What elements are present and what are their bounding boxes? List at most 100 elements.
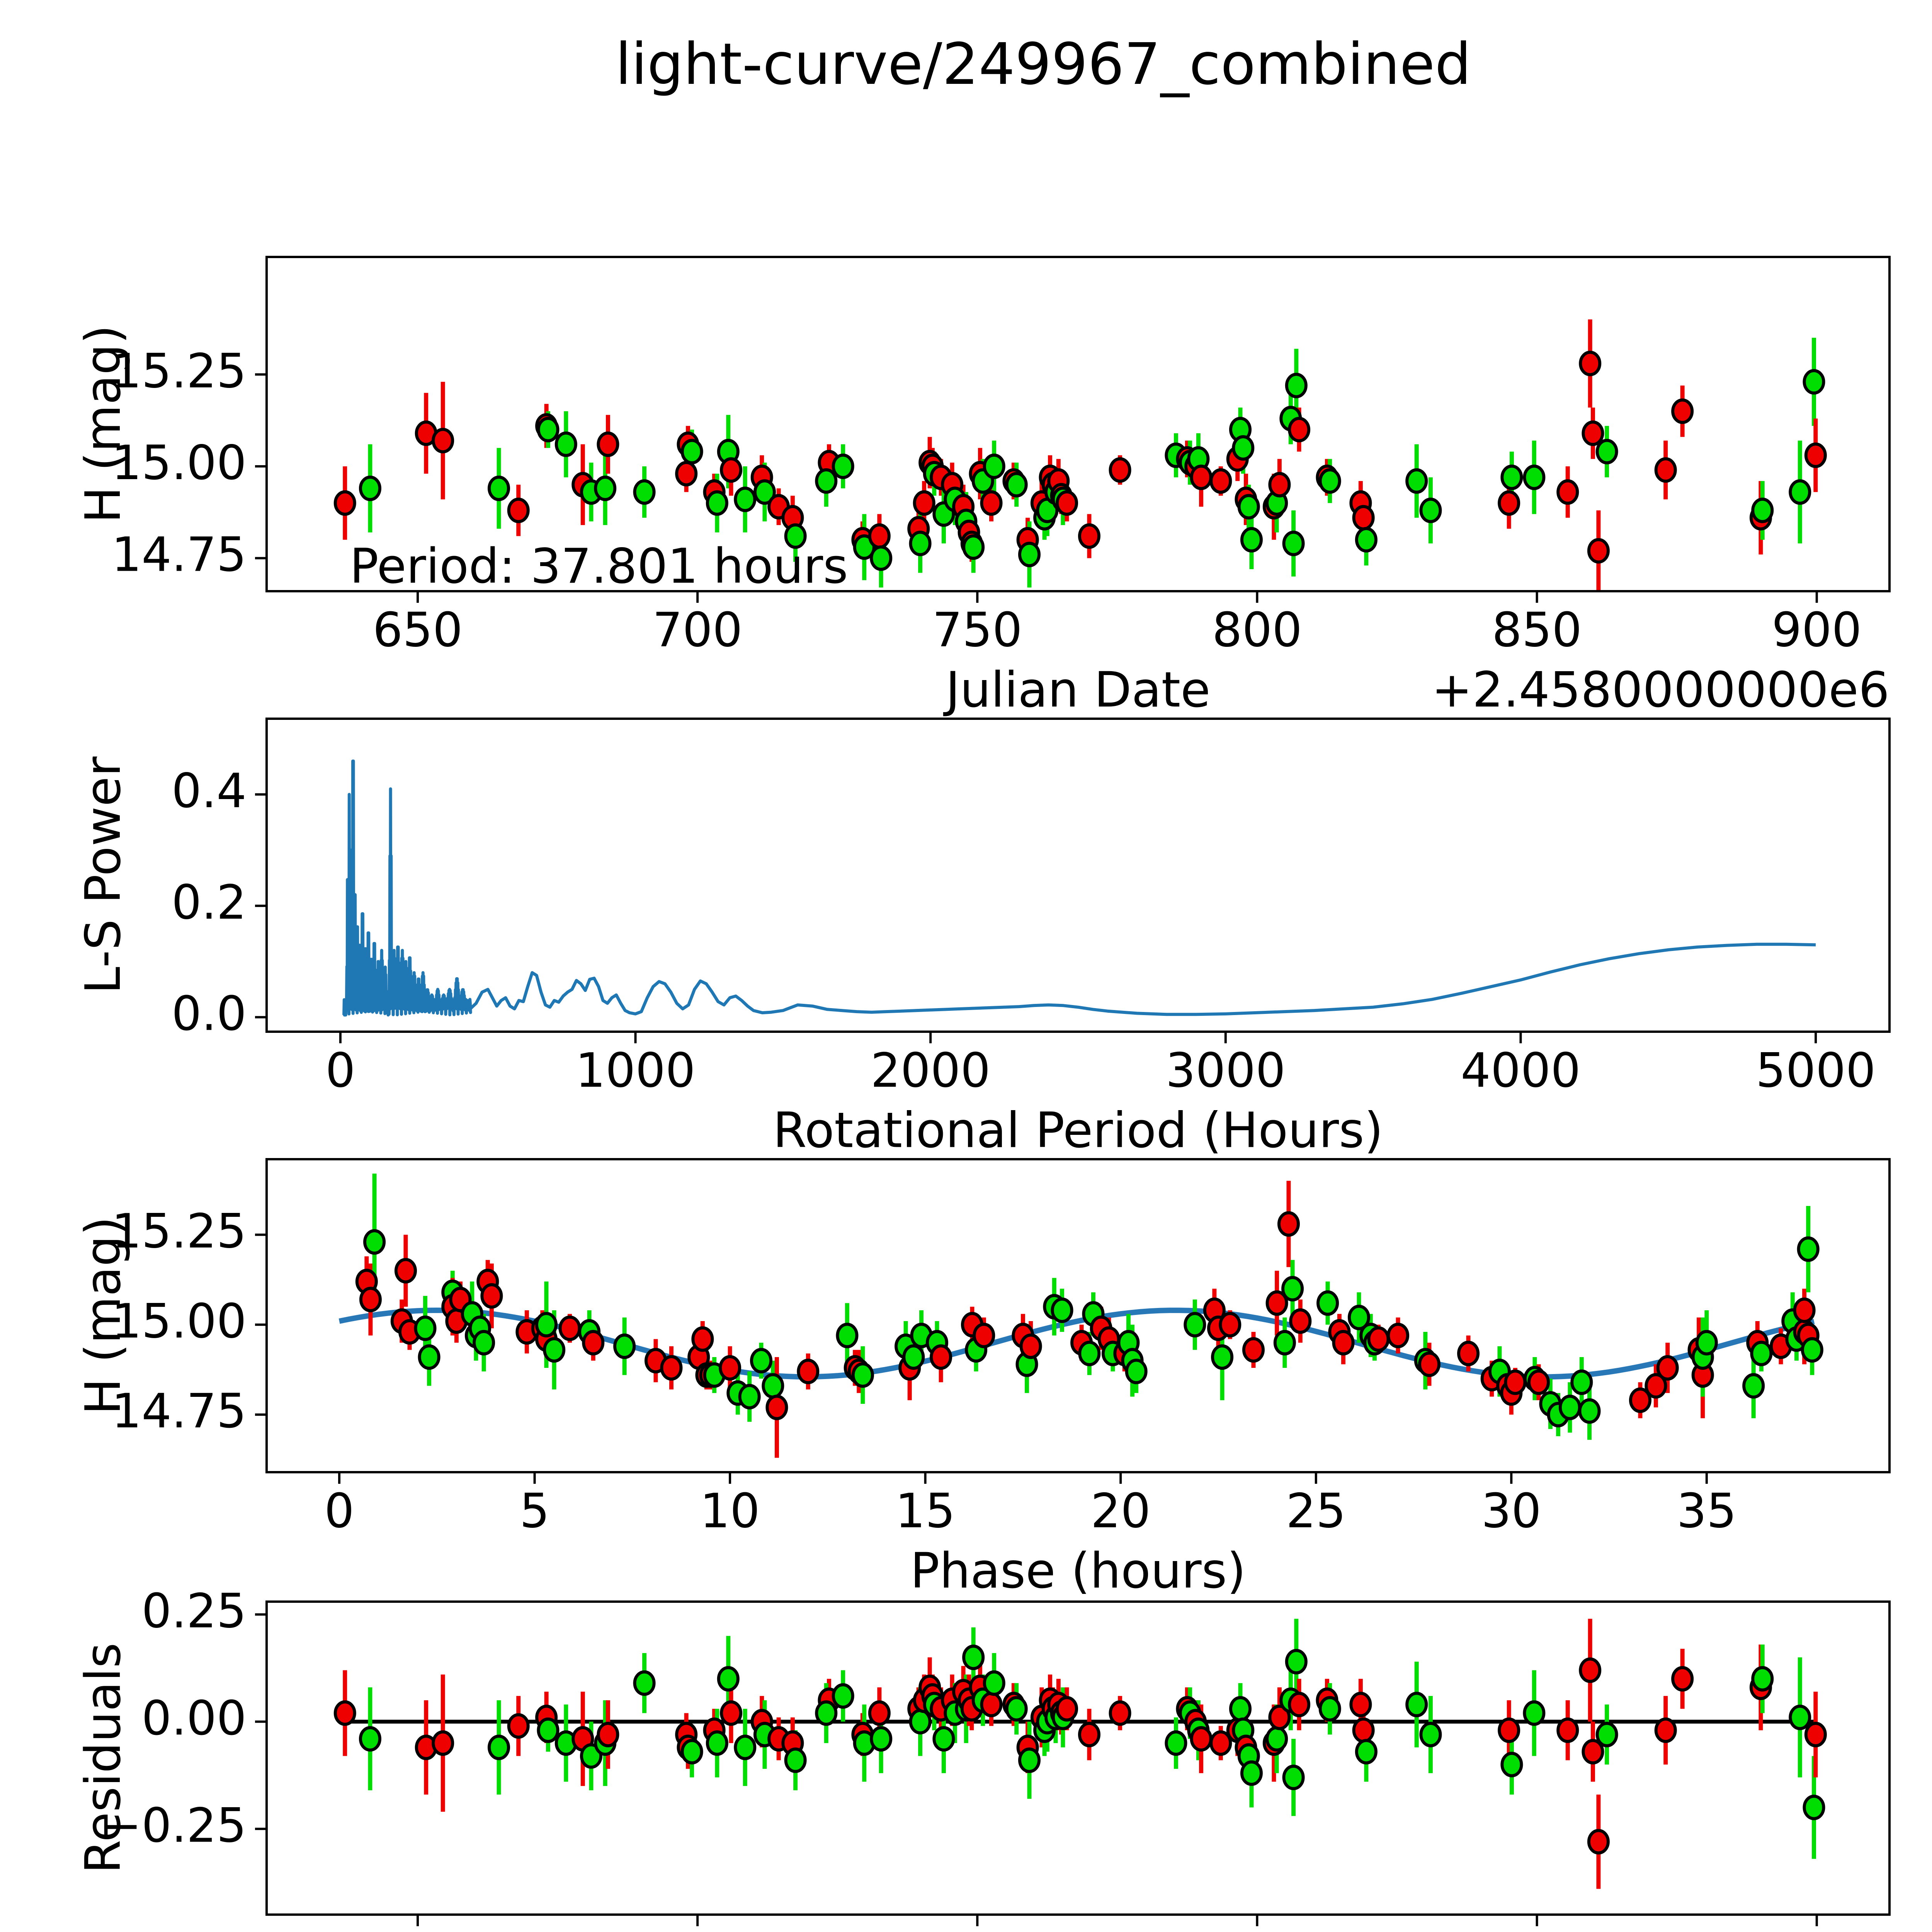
data-point (815, 1700, 838, 1726)
data-point (1457, 1340, 1480, 1366)
data-point (473, 1330, 495, 1355)
data-point (1232, 435, 1255, 461)
data-point (1751, 1666, 1774, 1692)
data-point (691, 1326, 714, 1352)
data-point (868, 523, 891, 549)
data-point (432, 428, 454, 454)
data-point (1355, 1739, 1378, 1765)
data-point (1209, 468, 1232, 494)
data-point (973, 1323, 995, 1349)
panel-p4-data (333, 1619, 1827, 1889)
data-point (902, 1344, 925, 1370)
y-tick-label: 15.00 (112, 435, 247, 490)
data-point (1523, 464, 1546, 490)
y-axis-label: Residuals (75, 1643, 131, 1874)
data-point (1078, 523, 1100, 549)
data-point (1125, 1359, 1148, 1384)
y-tick-label: 0.25 (141, 1583, 247, 1638)
data-point (1695, 1330, 1718, 1355)
data-point (558, 1315, 581, 1341)
data-point (507, 1713, 530, 1739)
y-tick-label: 14.75 (112, 527, 247, 582)
data-point (750, 1348, 773, 1374)
data-point (765, 1395, 788, 1420)
data-point (762, 1373, 784, 1399)
data-point (1595, 1721, 1618, 1747)
x-tick-label: 4000 (1461, 1043, 1580, 1098)
data-point (1671, 1666, 1694, 1692)
x-tick-label: 900 (1772, 602, 1862, 657)
data-point (535, 1312, 558, 1338)
x-tick-label: 650 (373, 602, 463, 657)
data-point (680, 439, 703, 464)
data-point (832, 453, 854, 479)
data-point (675, 461, 698, 486)
data-point (784, 1747, 807, 1773)
x-tick-label: 900 (1772, 1926, 1862, 1932)
data-point (1352, 1717, 1375, 1743)
data-point (932, 1726, 955, 1752)
data-point (333, 1700, 356, 1726)
data-point (1242, 1337, 1265, 1363)
data-point (1018, 541, 1041, 567)
x-tick-label: 5 (520, 1483, 550, 1538)
data-point (1282, 531, 1305, 556)
data-point (836, 1323, 859, 1349)
x-axis-offset-text: +2.4580000000e6 (1432, 662, 1889, 718)
data-point (1804, 1721, 1827, 1747)
data-point (1656, 1355, 1679, 1381)
data-point (1654, 1717, 1677, 1743)
x-tick-label: 700 (653, 1926, 743, 1932)
panel-p2-data (342, 759, 1816, 1017)
data-point (753, 479, 776, 505)
axes-frame-p2 (265, 718, 1891, 1033)
data-point (1051, 1298, 1073, 1323)
data-point (537, 417, 560, 442)
data-point (1190, 464, 1213, 490)
data-point (1056, 1696, 1078, 1722)
data-point (1285, 372, 1308, 398)
data-point (594, 475, 617, 501)
x-tick-label: 750 (932, 602, 1022, 657)
data-point (1265, 1290, 1288, 1316)
data-point (1797, 1236, 1820, 1262)
axes-frame-p4 (265, 1600, 1891, 1916)
x-tick-label: 1000 (575, 1043, 695, 1098)
data-point (870, 545, 893, 571)
data-point (1418, 1351, 1440, 1377)
data-point (1387, 1323, 1410, 1349)
data-point (1078, 1721, 1100, 1747)
data-point (913, 490, 935, 516)
y-axis-label: H (mag) (75, 325, 131, 523)
y-tick-label: 0.2 (172, 875, 247, 930)
x-axis-label: Julian Date (943, 662, 1210, 718)
data-point (680, 1739, 703, 1765)
data-point (1527, 1369, 1550, 1395)
period-annotation: Period: 37.801 hours (350, 539, 848, 594)
data-point (962, 1645, 985, 1670)
data-point (1211, 1344, 1234, 1370)
data-point (1579, 350, 1602, 376)
data-point (1332, 1330, 1355, 1355)
data-point (1558, 1395, 1581, 1420)
data-point (488, 1735, 510, 1760)
data-point (1268, 472, 1291, 498)
data-point (734, 486, 757, 512)
y-tick-label: 15.25 (112, 1204, 247, 1259)
data-point (1405, 1692, 1428, 1718)
data-point (1277, 1211, 1300, 1237)
data-point (1804, 442, 1827, 468)
x-tick-label: 15 (895, 1483, 955, 1538)
data-point (633, 479, 656, 505)
data-point (983, 453, 1005, 479)
periodogram-line (342, 759, 1816, 1017)
data-point (1570, 1369, 1593, 1395)
data-point (1587, 1829, 1610, 1855)
x-tick-label: 650 (373, 1926, 463, 1932)
data-point (1654, 457, 1677, 483)
x-tick-label: 30 (1481, 1483, 1541, 1538)
data-point (1109, 1700, 1131, 1726)
data-point (1288, 417, 1311, 442)
data-point (480, 1283, 503, 1309)
